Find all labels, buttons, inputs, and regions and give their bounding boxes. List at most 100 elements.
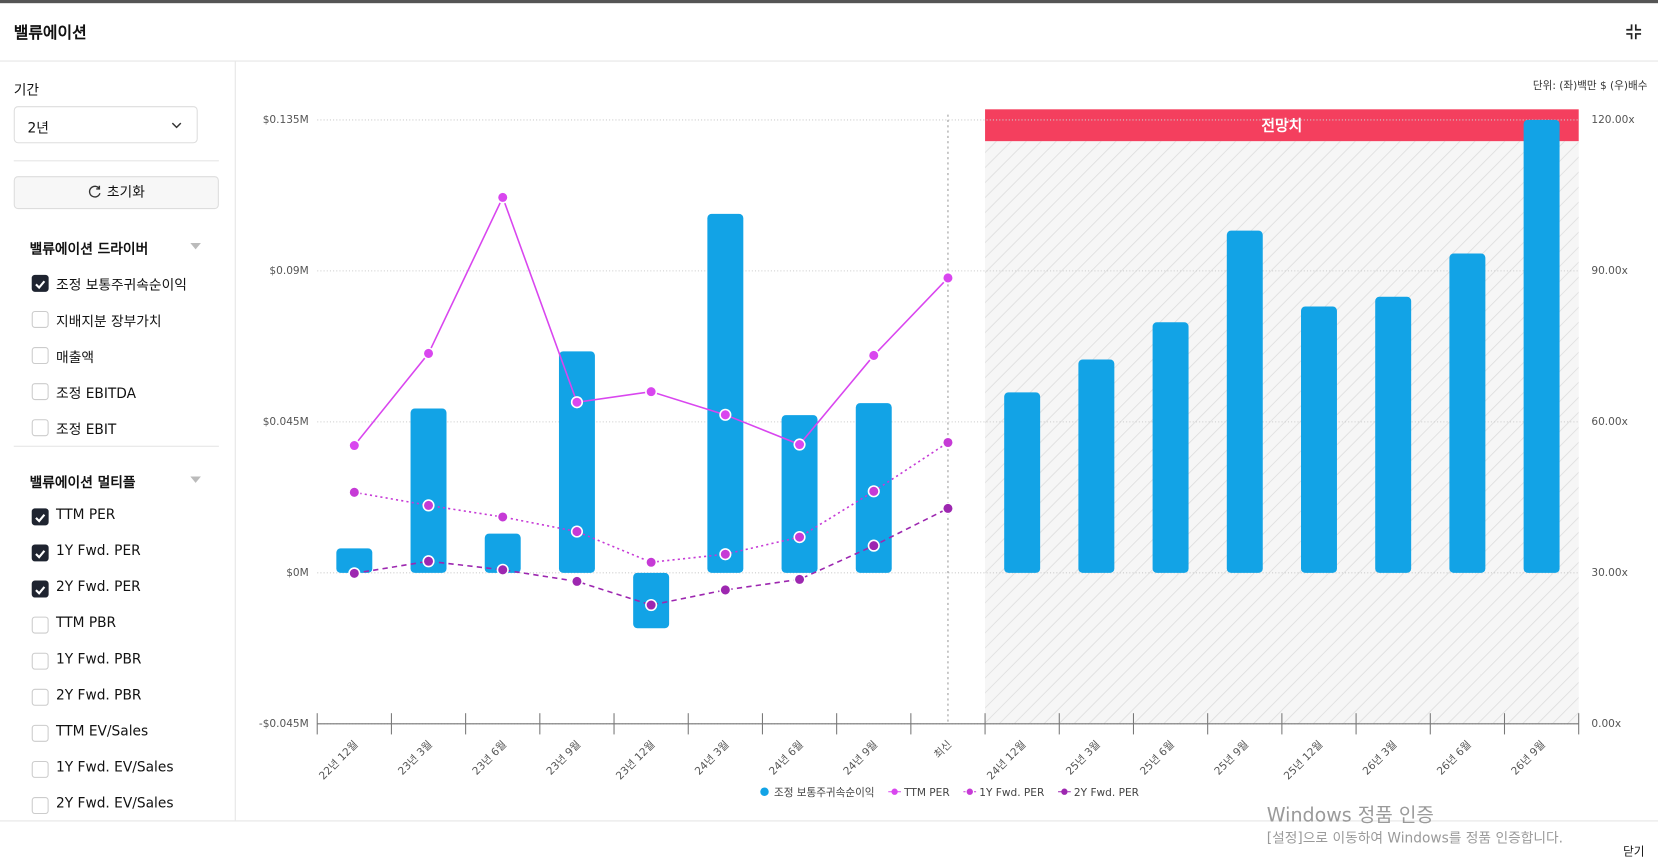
check-mark bbox=[35, 586, 46, 595]
point bbox=[570, 575, 584, 588]
point bbox=[348, 567, 361, 580]
point bbox=[941, 271, 955, 285]
checkbox-label: 2Y Fwd. PBR bbox=[56, 687, 142, 704]
point bbox=[793, 438, 806, 451]
line bbox=[354, 507, 949, 606]
legend-swatch bbox=[891, 788, 898, 795]
watermark-text: [설정]으로 이동하여 Windows를 정품 인증합니다. bbox=[1266, 830, 1564, 847]
collapse-icon[interactable] bbox=[1624, 22, 1643, 41]
checkbox[interactable] bbox=[31, 419, 49, 437]
checkbox[interactable] bbox=[31, 383, 49, 401]
divider bbox=[13, 445, 219, 447]
x-tick-label: 최신 bbox=[932, 739, 954, 761]
checkbox-label: 1Y Fwd. PBR bbox=[56, 651, 142, 668]
x-tick-label: 26년 6월 bbox=[1435, 739, 1474, 778]
point bbox=[793, 531, 806, 544]
point bbox=[719, 583, 732, 597]
forecast-label: 전망치 bbox=[1261, 117, 1302, 135]
checkbox[interactable] bbox=[31, 310, 49, 328]
reset-icon bbox=[88, 185, 101, 198]
checkbox[interactable] bbox=[31, 508, 49, 526]
point bbox=[941, 436, 955, 449]
checkbox[interactable] bbox=[31, 724, 49, 742]
x-tick-label: 25년 6월 bbox=[1138, 739, 1177, 778]
check-mark bbox=[35, 280, 46, 290]
checkbox[interactable] bbox=[31, 544, 49, 562]
x-tick-label: 25년 12월 bbox=[1282, 739, 1326, 783]
checkbox-label: 1Y Fwd. PER bbox=[56, 543, 141, 560]
group-title: 밸류에이션 멀티플 bbox=[29, 475, 136, 492]
point bbox=[867, 349, 880, 362]
x-tick-label: 24년 12월 bbox=[985, 739, 1029, 783]
close-button[interactable]: 닫기 bbox=[1623, 844, 1645, 859]
forecast-banner bbox=[985, 109, 1579, 142]
x-tick-label: 23년 3월 bbox=[396, 739, 435, 778]
point bbox=[422, 499, 435, 512]
x-tick-label: 25년 9월 bbox=[1212, 739, 1251, 778]
header: 밸류에이션 bbox=[0, 3, 1658, 62]
x-tick-label: 26년 9월 bbox=[1509, 739, 1548, 778]
x-tick-label: 24년 3월 bbox=[693, 739, 732, 778]
checkbox[interactable] bbox=[31, 274, 49, 292]
point bbox=[570, 396, 584, 409]
legend-swatch bbox=[760, 787, 769, 796]
checkbox-label: 지배지분 장부가치 bbox=[56, 314, 162, 331]
check-mark bbox=[35, 550, 46, 559]
x-tick-label: 23년 9월 bbox=[544, 739, 583, 778]
checkbox-label: TTM PBR bbox=[56, 615, 117, 632]
point bbox=[793, 573, 806, 586]
group-toggle[interactable] bbox=[190, 243, 201, 250]
legend-label: 1Y Fwd. PER bbox=[979, 787, 1045, 799]
legend-label: TTM PER bbox=[903, 787, 950, 799]
header-title: 밸류에이션 bbox=[13, 23, 87, 43]
checkbox[interactable] bbox=[31, 580, 49, 598]
point bbox=[348, 486, 361, 499]
checkbox[interactable] bbox=[31, 760, 49, 778]
checkbox[interactable] bbox=[31, 688, 49, 706]
x-tick-label: 25년 3월 bbox=[1064, 739, 1103, 778]
legend-swatch bbox=[966, 788, 973, 795]
group-toggle[interactable] bbox=[190, 476, 201, 483]
checkbox-label: TTM EV/Sales bbox=[56, 723, 149, 740]
bar bbox=[1078, 359, 1115, 573]
point bbox=[645, 385, 658, 398]
forecast-area bbox=[985, 141, 1579, 724]
checkbox-label: 2Y Fwd. EV/Sales bbox=[56, 795, 174, 812]
period-value: 2년 bbox=[27, 120, 49, 137]
x-tick-label: 23년 12월 bbox=[614, 739, 658, 783]
bar bbox=[1375, 296, 1412, 573]
point bbox=[867, 539, 880, 552]
reset-button[interactable]: 초기화 bbox=[13, 176, 219, 210]
period-label: 기간 bbox=[13, 82, 40, 99]
point bbox=[496, 510, 509, 524]
bar bbox=[1301, 306, 1337, 573]
x-tick-label: 23년 6월 bbox=[470, 739, 509, 778]
checkbox[interactable] bbox=[31, 652, 49, 670]
y2-tick-label: 60.00x bbox=[1591, 416, 1627, 428]
checkbox[interactable] bbox=[31, 797, 49, 815]
bar bbox=[336, 548, 373, 573]
y2-tick-label: 0.00x bbox=[1591, 718, 1621, 730]
y-tick-label: $0.045M bbox=[263, 416, 309, 428]
checkbox[interactable] bbox=[31, 616, 49, 634]
checkbox[interactable] bbox=[31, 347, 49, 365]
point bbox=[348, 439, 361, 452]
bar bbox=[1449, 253, 1486, 573]
point bbox=[570, 525, 584, 538]
bar bbox=[1523, 119, 1560, 573]
legend-label: 2Y Fwd. PER bbox=[1074, 787, 1140, 799]
checkbox-label: 조정 보통주귀속순이익 bbox=[56, 278, 187, 294]
y2-tick-label: 120.00x bbox=[1591, 114, 1634, 126]
y-tick-label: $0.09M bbox=[269, 265, 308, 277]
checkbox-label: 매출액 bbox=[56, 350, 94, 367]
checkbox-label: TTM PER bbox=[56, 507, 116, 524]
x-tick-label: 24년 9월 bbox=[841, 739, 880, 778]
unit-note: 단위: (좌)백만 $ (우)배수 bbox=[1533, 79, 1648, 92]
chart: 단위: (좌)백만 $ (우)배수 전망치 -$0.045M $0M $0.045M $… bbox=[259, 79, 1648, 799]
point bbox=[496, 563, 509, 576]
period-select[interactable]: 2년 bbox=[13, 106, 198, 144]
point bbox=[645, 556, 658, 569]
checkbox-label: 2Y Fwd. PER bbox=[56, 579, 141, 596]
point bbox=[422, 347, 435, 360]
